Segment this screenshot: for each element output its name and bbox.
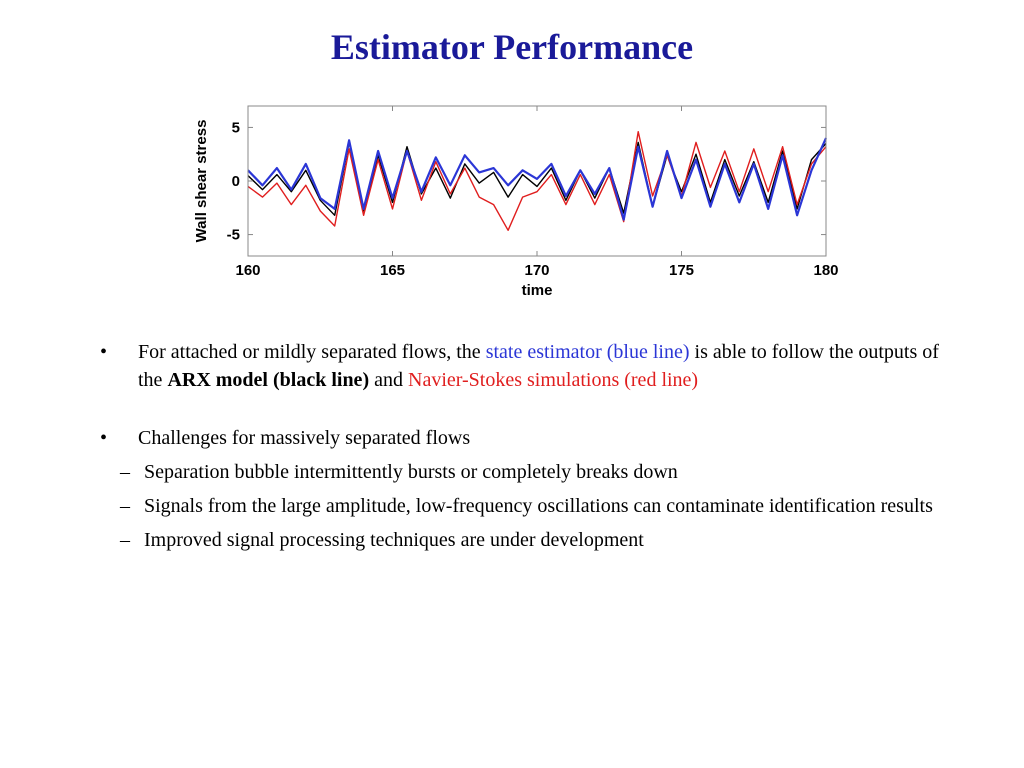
x-tick-labels: 160 165 170 175 180 bbox=[235, 262, 838, 279]
plot-area bbox=[247, 131, 828, 232]
bullet-text: is able to follow the outputs of the bbox=[138, 341, 939, 391]
x-tick-label: 170 bbox=[524, 262, 549, 279]
bullet-marker: • bbox=[100, 341, 108, 363]
bullet-text: and bbox=[369, 369, 408, 391]
x-axis-label: time bbox=[522, 282, 553, 299]
x-tick-label: 175 bbox=[669, 262, 694, 279]
series-line-3 bbox=[247, 137, 828, 221]
bullet-list: • For attached or mildly separated flows… bbox=[100, 338, 940, 560]
bullet-text: For attached or mildly separated flows, … bbox=[138, 341, 486, 363]
wall-shear-stress-chart: 160 165 170 175 180 5 0 -5 time Wall she… bbox=[193, 105, 839, 299]
sub-bullet-list: – Separation bubble intermittently burst… bbox=[100, 458, 940, 554]
bullet-item-challenges: • Challenges for massively separated flo… bbox=[100, 424, 940, 452]
sub-bullet-text: Improved signal processing techniques ar… bbox=[144, 529, 644, 551]
bullet-marker: • bbox=[100, 427, 108, 449]
plot-frame bbox=[247, 105, 827, 257]
x-tick-label: 180 bbox=[813, 262, 838, 279]
y-tick-label: 5 bbox=[232, 119, 240, 136]
bullet-item-estimator: • For attached or mildly separated flows… bbox=[100, 338, 940, 394]
navier-stokes-highlight: Navier-Stokes simulations (red line) bbox=[408, 369, 699, 391]
y-tick-label: 0 bbox=[232, 173, 240, 190]
sub-bullet-text: Signals from the large amplitude, low-fr… bbox=[144, 495, 933, 517]
bullet-text: Challenges for massively separated flows bbox=[138, 427, 471, 449]
dash-marker: – bbox=[120, 461, 130, 483]
axis-ticks bbox=[247, 106, 827, 256]
sub-bullet-item: – Signals from the large amplitude, low-… bbox=[100, 492, 940, 520]
sub-bullet-item: – Separation bubble intermittently burst… bbox=[100, 458, 940, 486]
estimator-highlight: state estimator (blue line) bbox=[485, 341, 690, 363]
series-line-2 bbox=[247, 131, 827, 232]
y-axis-label: Wall shear stress bbox=[193, 120, 210, 243]
sub-bullet-text: Separation bubble intermittently bursts … bbox=[144, 461, 678, 483]
x-tick-label: 160 bbox=[235, 262, 260, 279]
x-tick-label: 165 bbox=[380, 262, 405, 279]
arx-highlight: ARX model (black line) bbox=[167, 369, 370, 391]
dash-marker: – bbox=[120, 529, 130, 551]
sub-bullet-item: – Improved signal processing techniques … bbox=[100, 526, 940, 554]
page-title: Estimator Performance bbox=[330, 27, 694, 67]
y-tick-label: -5 bbox=[227, 227, 240, 244]
y-tick-labels: 5 0 -5 bbox=[227, 119, 240, 243]
dash-marker: – bbox=[120, 495, 130, 517]
